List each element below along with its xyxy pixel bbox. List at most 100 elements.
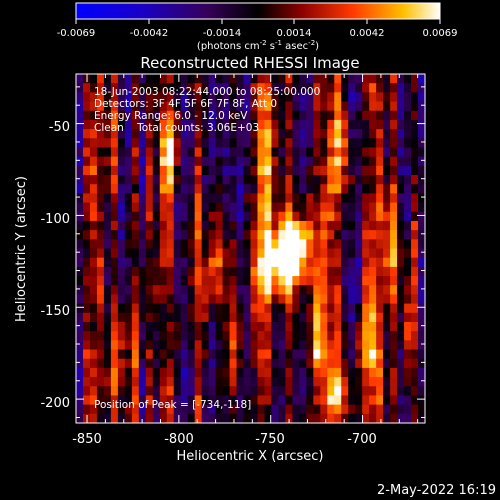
heatmap-cell	[138, 303, 147, 314]
heatmap-cell	[341, 193, 349, 204]
heatmap-cell	[96, 138, 105, 149]
heatmap-cell	[187, 358, 196, 369]
heatmap-cell	[138, 211, 147, 222]
heatmap-cell	[299, 312, 307, 323]
heatmap-cell	[334, 248, 342, 259]
heatmap-cell	[131, 340, 140, 351]
heatmap-cell	[243, 395, 252, 406]
heatmap-cell	[145, 358, 154, 369]
heatmap-cell	[404, 367, 412, 378]
heatmap-cell	[131, 239, 140, 250]
heatmap-cell	[222, 248, 231, 259]
heatmap-cell	[411, 257, 419, 268]
heatmap-cell	[131, 312, 140, 323]
heatmap-cell	[411, 367, 419, 378]
heatmap-cell	[159, 92, 168, 103]
heatmap-cell	[208, 358, 217, 369]
heatmap-cell	[173, 230, 182, 240]
heatmap-cell	[145, 377, 154, 387]
heatmap-cell	[390, 119, 398, 130]
heatmap-cell	[76, 413, 84, 423]
heatmap-cell	[166, 276, 175, 286]
heatmap-cell	[271, 340, 280, 351]
heatmap-cell	[243, 367, 252, 378]
heatmap-cell	[117, 413, 126, 423]
heatmap-cell	[390, 230, 398, 240]
heatmap-cell	[341, 413, 349, 423]
heatmap-cell	[369, 110, 377, 121]
heatmap-cell	[194, 404, 203, 415]
heatmap-cell	[110, 349, 119, 360]
heatmap-cell	[96, 340, 105, 351]
heatmap-cell	[229, 184, 238, 194]
heatmap-cell	[89, 276, 98, 286]
heatmap-cell	[383, 239, 391, 250]
heatmap-cell	[166, 101, 175, 112]
heatmap-cell	[362, 202, 370, 213]
heatmap-cell	[173, 211, 182, 222]
heatmap-cell	[152, 147, 161, 158]
heatmap-cell	[271, 83, 280, 93]
heatmap-cell	[208, 257, 217, 268]
heatmap-cell	[103, 367, 112, 378]
heatmap-cell	[82, 386, 91, 397]
heatmap-cell	[145, 367, 154, 378]
heatmap-cell	[411, 276, 419, 286]
heatmap-cell	[376, 377, 384, 387]
heatmap-cell	[418, 248, 425, 259]
heatmap-cell	[383, 413, 391, 423]
heatmap-cell	[397, 285, 405, 296]
heatmap-cell	[117, 129, 126, 139]
heatmap-cell	[376, 211, 384, 222]
heatmap-cell	[418, 321, 425, 332]
y-tick-label: -150	[40, 304, 70, 319]
heatmap-cell	[117, 175, 126, 185]
heatmap-cell	[159, 83, 168, 93]
heatmap-cell	[313, 74, 321, 84]
heatmap-cell	[110, 266, 119, 277]
heatmap-cell	[327, 138, 335, 149]
heatmap-cell	[180, 230, 189, 240]
heatmap-cell	[187, 303, 196, 314]
heatmap-cell	[355, 101, 363, 112]
heatmap-cell	[418, 74, 425, 84]
heatmap-cell	[390, 101, 398, 112]
heatmap-cell	[96, 220, 105, 231]
heatmap-cell	[215, 395, 224, 406]
heatmap-cell	[145, 110, 154, 121]
heatmap-cell	[110, 147, 119, 158]
heatmap-cell	[418, 239, 425, 250]
colorbar-tick-label: -0.0069	[57, 28, 96, 39]
heatmap-cell	[222, 321, 231, 332]
heatmap-cell	[390, 83, 398, 93]
heatmap-cell	[292, 340, 300, 351]
heatmap-cell	[292, 413, 300, 423]
heatmap-cell	[292, 404, 300, 415]
heatmap-cell	[152, 276, 161, 286]
heatmap-cell	[404, 276, 412, 286]
heatmap-cell	[320, 119, 328, 130]
heatmap-cell	[264, 312, 273, 323]
heatmap-cell	[201, 349, 210, 360]
heatmap-cell	[103, 193, 112, 204]
heatmap-cell	[411, 413, 419, 423]
heatmap-cell	[411, 331, 419, 341]
heatmap-cell	[348, 358, 356, 369]
heatmap-cell	[194, 202, 203, 213]
heatmap-cell	[397, 248, 405, 259]
heatmap-cell	[264, 386, 273, 397]
heatmap-cell	[243, 303, 252, 314]
heatmap-cell	[117, 312, 126, 323]
heatmap-cell	[376, 358, 384, 369]
heatmap-cell	[145, 276, 154, 286]
heatmap-cell	[180, 156, 189, 167]
heatmap-cell	[404, 110, 412, 121]
heatmap-cell	[383, 156, 391, 167]
heatmap-cell	[355, 220, 363, 231]
heatmap-cell	[341, 165, 349, 176]
heatmap-cell	[243, 220, 252, 231]
heatmap-cell	[208, 119, 217, 130]
heatmap-cell	[313, 156, 321, 167]
heatmap-cell	[264, 248, 273, 259]
heatmap-cell	[418, 193, 425, 204]
